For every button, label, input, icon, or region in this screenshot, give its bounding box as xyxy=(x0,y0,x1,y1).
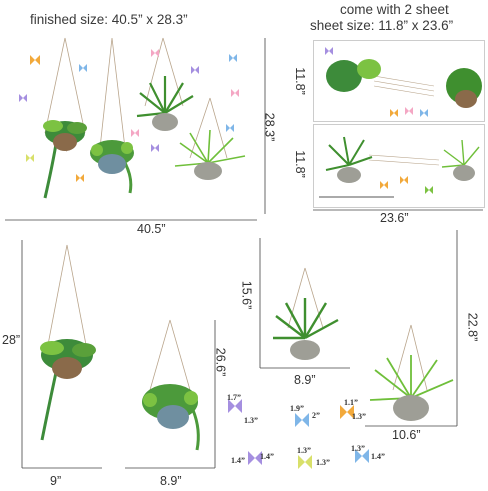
piece-3-art xyxy=(259,238,350,369)
finished-size-title: finished size: 40.5” x 28.3” xyxy=(30,12,188,27)
butterfly-6-b: 1.4” xyxy=(371,452,385,461)
butterfly-3-icon xyxy=(340,405,354,419)
piece-3-width-label: 8.9” xyxy=(294,373,316,387)
butterfly-2-icon xyxy=(295,413,309,427)
finished-width-line xyxy=(5,219,257,221)
finished-preview-panel xyxy=(5,37,257,214)
butterfly-6-icon xyxy=(355,449,369,463)
butterfly-2-a: 1.9” xyxy=(290,404,304,413)
sheet-2-height-label: 11.8” xyxy=(292,150,307,178)
butterfly-4-icon xyxy=(248,451,262,465)
butterfly-1-icon xyxy=(228,399,242,413)
piece-1-art xyxy=(21,240,102,469)
butterfly-1-b: 1.3” xyxy=(244,416,258,425)
butterfly-5-b: 1.3” xyxy=(316,458,330,467)
butterfly-3-a: 1.1” xyxy=(344,398,358,407)
piece-2-width-label: 8.9” xyxy=(160,474,182,488)
butterfly-1-a: 1.7” xyxy=(227,393,241,402)
piece-4-height-label: 22.8” xyxy=(465,312,480,342)
piece-2-height-label: 26.6” xyxy=(213,347,228,377)
piece-2-art xyxy=(125,319,216,469)
butterfly-5-a: 1.3” xyxy=(297,446,311,455)
sheet-2 xyxy=(313,124,485,208)
butterfly-4-b: 1.4” xyxy=(260,452,274,461)
butterfly-3-b: 1.3” xyxy=(352,412,366,421)
piece-3-height-label: 15.6” xyxy=(239,280,254,310)
sheet-count-title: come with 2 sheet xyxy=(340,2,449,17)
sheets-width-label: 23.6” xyxy=(380,211,409,225)
piece-4-art xyxy=(365,230,458,427)
butterfly-2-b: 2” xyxy=(312,411,320,420)
butterfly-4-a: 1.4” xyxy=(231,456,245,465)
piece-1-height-label: 28” xyxy=(2,333,21,347)
sheet-1-art xyxy=(325,47,482,117)
sheet-2-art xyxy=(319,136,480,198)
finished-height-line xyxy=(264,38,266,214)
finished-height-label: 28.3” xyxy=(262,112,277,142)
sheets-width-line xyxy=(313,209,483,211)
sheet-1-height-label: 11.8” xyxy=(292,67,307,95)
piece-4-width-label: 10.6” xyxy=(392,428,421,442)
butterfly-6-a: 1.3” xyxy=(351,444,365,453)
sheet-1 xyxy=(313,40,485,122)
butterfly-5-icon xyxy=(298,455,312,469)
sheet-size-title: sheet size: 11.8” x 23.6” xyxy=(310,18,454,33)
finished-width-label: 40.5” xyxy=(137,222,166,236)
finished-preview-art xyxy=(19,37,246,199)
piece-1-width-label: 9” xyxy=(50,474,62,488)
